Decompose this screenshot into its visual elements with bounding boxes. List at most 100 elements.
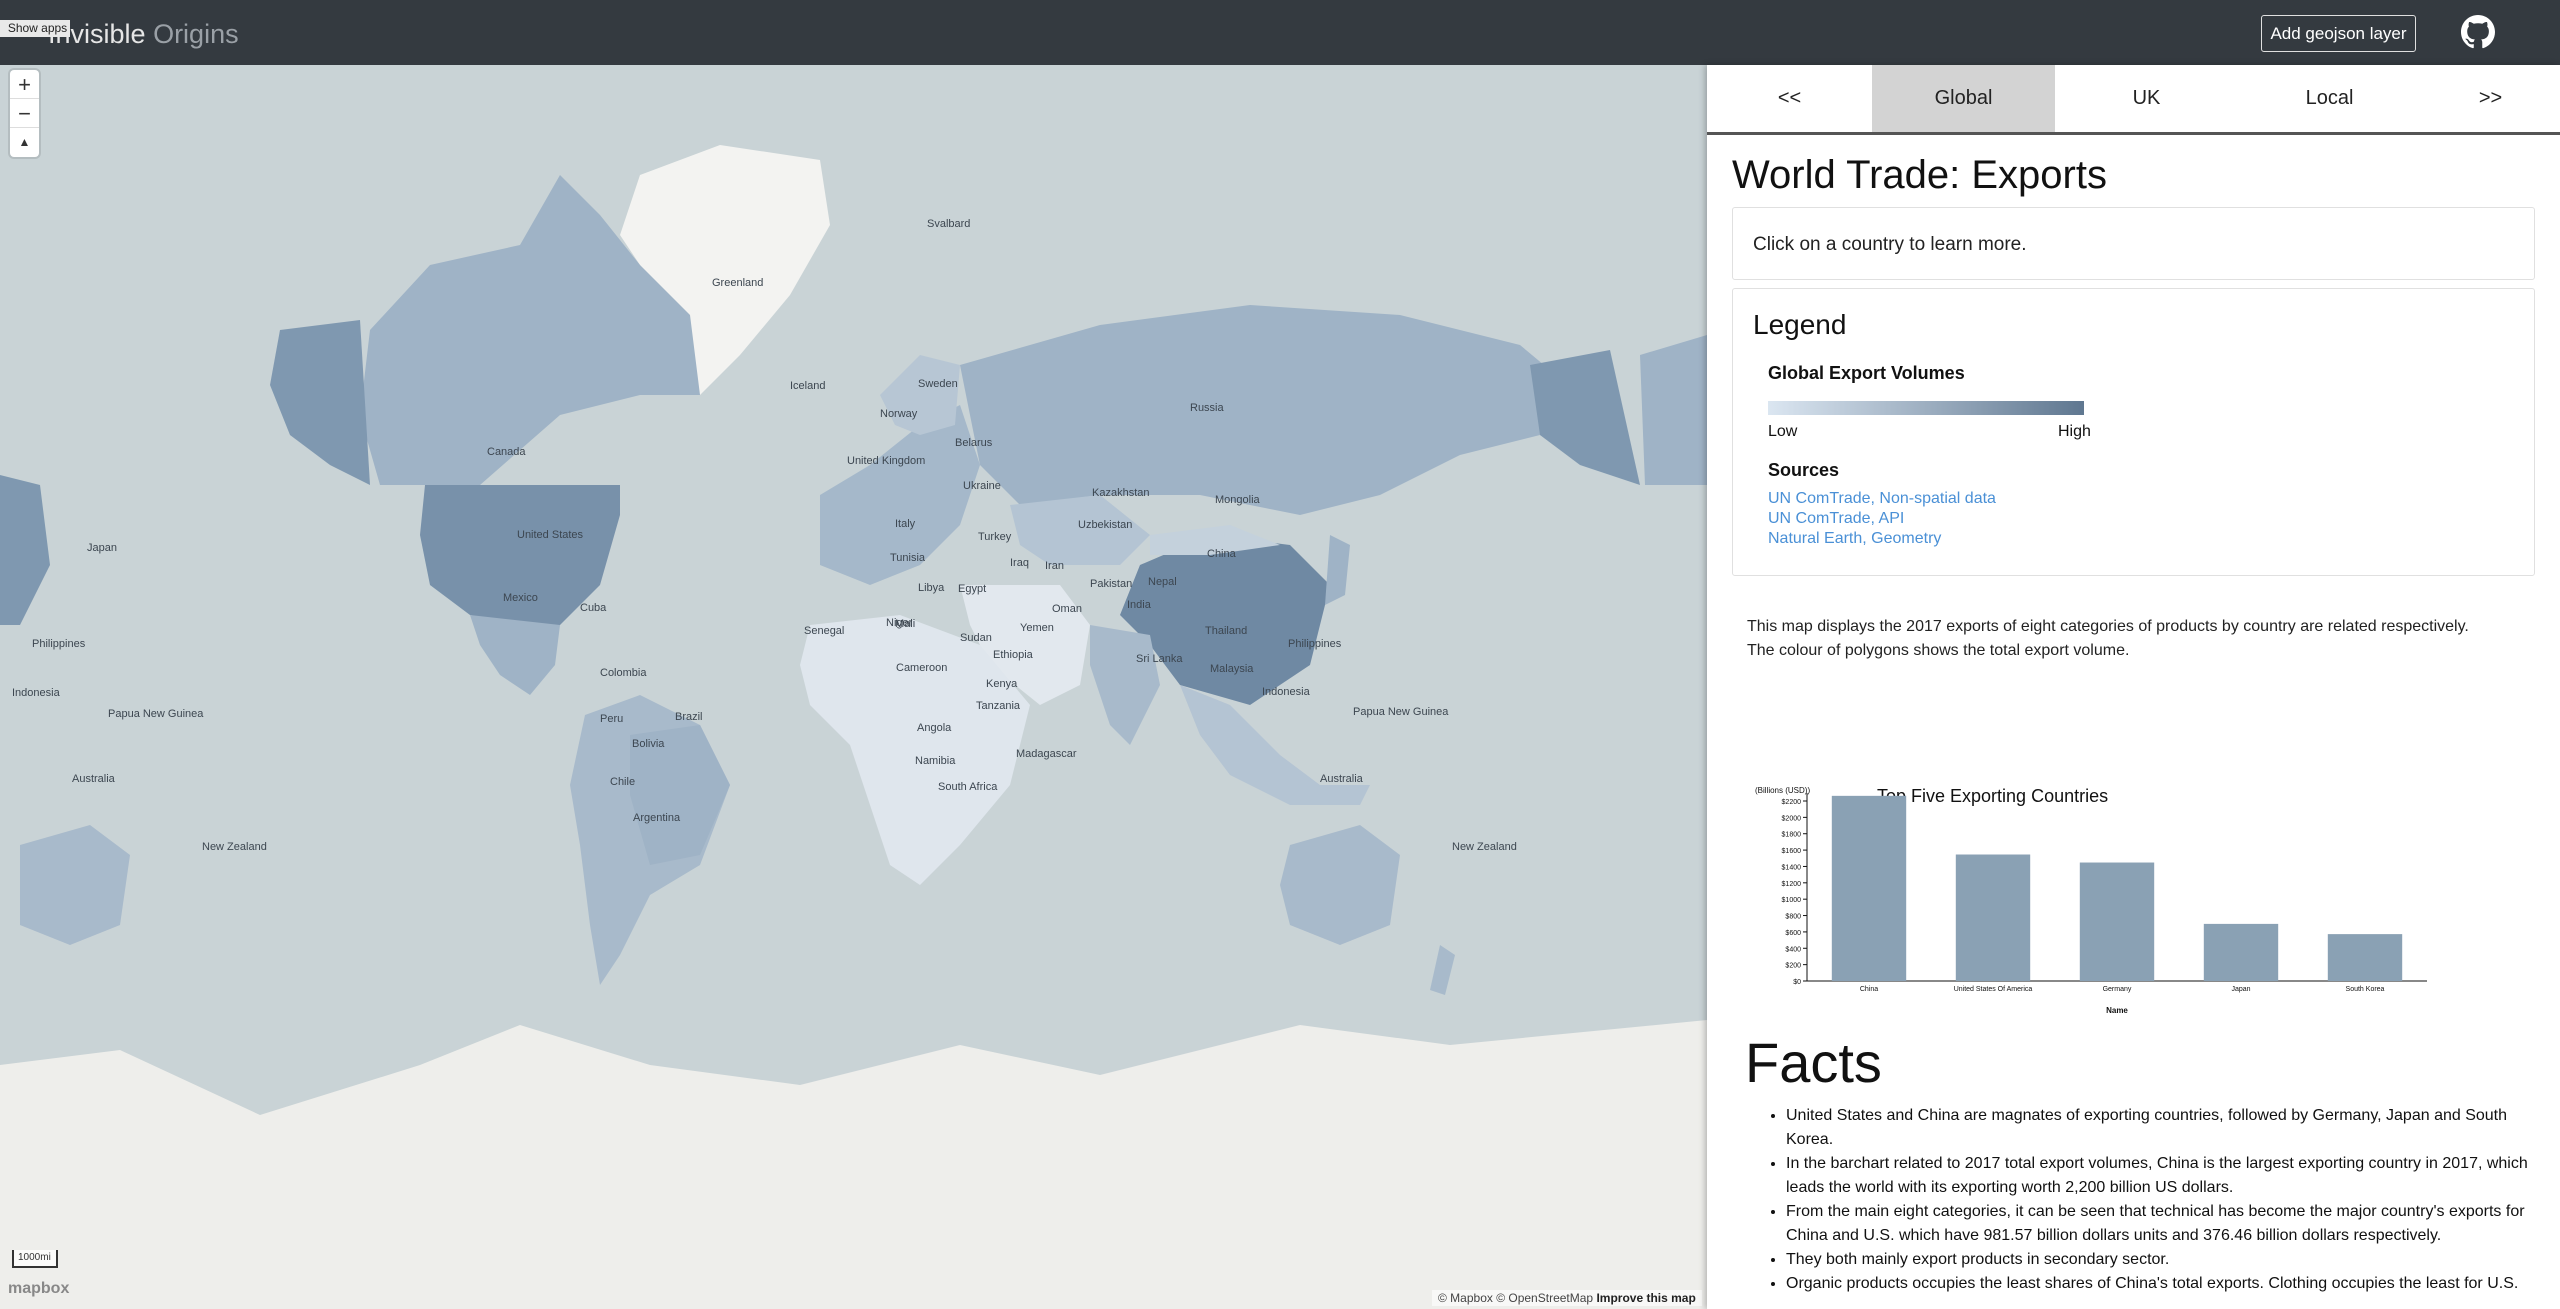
map-country-label: New Zealand [1452,841,1517,853]
github-icon[interactable] [2461,15,2495,49]
canada-shape[interactable] [360,175,700,485]
chart-x-tick-label: South Korea [2346,986,2385,993]
tab-next[interactable]: >> [2478,87,2503,109]
fact-item: United States and China are magnates of … [1786,1104,2542,1152]
improve-map-link[interactable]: Improve this map [1596,1291,1696,1305]
antarctica-shape [0,1020,1707,1309]
map-country-label: Angola [917,722,952,734]
map-country-label: Canada [487,446,526,458]
facts-list: United States and China are magnates of … [1762,1104,2542,1296]
russia-shape[interactable] [960,305,1580,515]
map-country-label: Indonesia [12,687,60,699]
description-line-2: The colour of polygons shows the total e… [1747,642,2130,659]
zoom-out-button[interactable]: − [10,99,39,128]
map-country-label: Japan [87,542,117,554]
chart-x-tick-label: China [1860,986,1878,993]
info-text: Click on a country to learn more. [1753,234,2027,255]
map-country-label: Norway [880,408,918,420]
world-map[interactable]: + − ▲ 1000mi mapbox © Mapbox © OpenStree… [0,65,1707,1309]
map-country-label: Sudan [960,632,992,644]
description-line-1: This map displays the 2017 exports of ei… [1747,618,2469,635]
canada-right-shape[interactable] [1640,335,1707,485]
map-country-label: Namibia [915,755,956,767]
map-country-label: United States [517,529,584,541]
tab-uk[interactable]: UK [2132,87,2161,109]
map-country-label: Peru [600,713,624,725]
map-country-label: Kenya [986,678,1018,690]
map-country-label: Iceland [790,380,826,392]
map-country-label: Yemen [1020,622,1054,634]
map-country-label: Pakistan [1090,578,1133,590]
compass-button[interactable]: ▲ [18,135,31,149]
map-country-label: Mexico [503,592,538,604]
scandinavia-shape[interactable] [880,355,960,435]
map-canvas[interactable] [0,65,1707,1309]
map-country-label: Italy [895,518,916,530]
europe-shape[interactable] [820,405,980,585]
middle-east-shape[interactable] [960,585,1090,705]
chart-y-tick-label: $2200 [1782,799,1802,806]
map-country-label: Tunisia [890,552,926,564]
tab-prev[interactable]: << [1777,87,1802,109]
map-country-label: Tanzania [976,700,1021,712]
source-link-geometry[interactable]: Natural Earth, Geometry [1768,530,1942,547]
chart-x-tick-label: Japan [2231,986,2250,993]
southeast-asia-shape[interactable] [1180,685,1370,805]
fact-item: In the barchart related to 2017 total ex… [1786,1152,2542,1200]
add-geojson-layer-button[interactable]: Add geojson layer [2261,15,2416,52]
new-zealand-shape[interactable] [1430,945,1455,995]
usa-shape[interactable] [420,485,620,625]
show-apps-button[interactable]: Show apps [0,20,70,37]
australia-left-shape[interactable] [20,825,130,945]
mapbox-logo[interactable]: mapbox [8,1280,70,1297]
brazil-shape[interactable] [630,725,730,865]
chart-y-tick-label: $0 [1793,979,1801,986]
fact-item: Organic products occupies the least shar… [1786,1272,2542,1296]
chart-y-tick-label: $600 [1785,930,1801,937]
chart-y-tick-label: $1200 [1782,881,1802,888]
alaska-shape[interactable] [270,320,370,485]
fact-item: From the main eight categories, it can b… [1786,1200,2542,1248]
asia-left-edge-shape[interactable] [0,475,50,625]
map-country-label: United Kingdom [847,455,926,467]
chart-bar [2327,934,2403,981]
map-country-label: Libya [918,582,945,594]
tab-local[interactable]: Local [2305,87,2354,109]
map-country-label: Brazil [675,711,703,723]
zoom-in-button[interactable]: + [10,70,39,99]
australia-shape[interactable] [1280,825,1400,945]
map-country-label: Philippines [1288,638,1342,650]
kazakhstan-shape[interactable] [1010,495,1150,565]
map-country-label: Indonesia [1262,686,1310,698]
source-link-api[interactable]: UN ComTrade, API [1768,510,1905,527]
brand-title[interactable]: Invisible Origins [48,18,239,50]
africa-shape[interactable] [800,615,1030,885]
japan-shape[interactable] [1325,535,1350,605]
mexico-shape[interactable] [470,615,560,695]
map-country-label: Kazakhstan [1092,487,1150,499]
map-country-label: Bolivia [632,738,665,750]
mongolia-shape[interactable] [1150,525,1280,555]
chart-y-tick-label: $1800 [1782,832,1802,839]
map-country-label: Papua New Guinea [108,708,204,720]
map-country-label: Malaysia [1210,663,1254,675]
map-country-label: Egypt [958,583,987,595]
chart-y-tick-label: $200 [1785,963,1801,970]
map-country-label: Sri Lanka [1136,653,1183,665]
map-scale-bar: 1000mi [12,1250,58,1268]
chart-x-axis-label: Name [2106,1006,2128,1015]
map-country-label: Iraq [1010,557,1029,569]
map-country-label: Argentina [633,812,681,824]
nav-tabs: << Global UK Local >> [1707,65,2560,135]
india-shape[interactable] [1090,625,1160,745]
facts-title: Facts [1745,1031,1882,1094]
chart-bar [2079,862,2155,981]
attribution-text[interactable]: © Mapbox © OpenStreetMap [1438,1291,1594,1305]
china-shape[interactable] [1120,535,1330,705]
source-link-non-spatial[interactable]: UN ComTrade, Non-spatial data [1768,490,1996,507]
tab-global[interactable]: Global [1872,65,2055,132]
alaska-right-shape[interactable] [1530,350,1640,485]
chart-y-axis-label: (Billions (USD)) [1755,786,1810,795]
map-country-label: India [1127,599,1151,611]
legend-gradient [1768,401,2084,415]
